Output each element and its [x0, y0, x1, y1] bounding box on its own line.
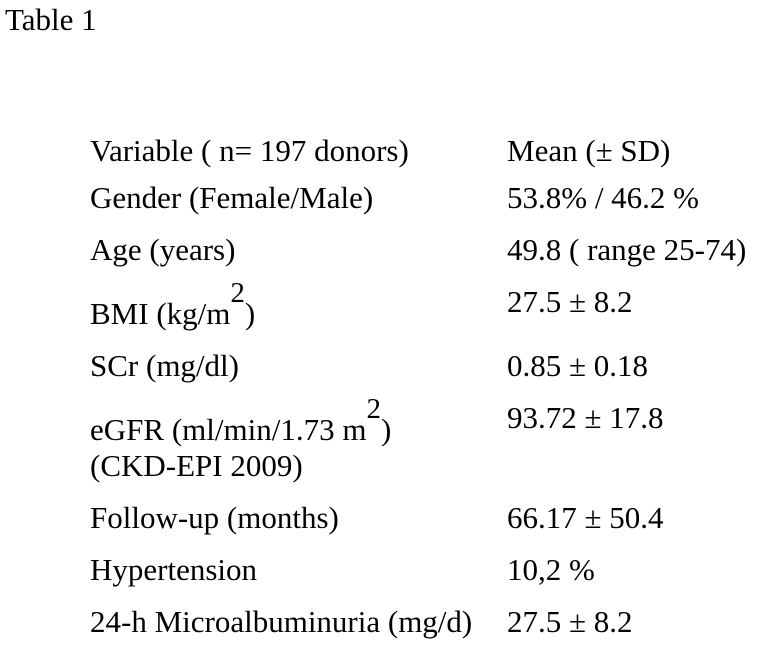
- summary-table: Variable ( n= 197 donors) Mean (± SD) Ge…: [90, 133, 762, 656]
- variable-cell: Age (years): [90, 232, 236, 267]
- value-cell: 27.5 ± 8.2: [507, 284, 633, 319]
- table-row-gender: Gender (Female/Male) 53.8% / 46.2 %: [90, 180, 762, 216]
- table-row-followup: Follow-up (months) 66.17 ± 50.4: [90, 500, 762, 536]
- value-cell: 0.85 ± 0.18: [507, 348, 649, 383]
- value-cell: 27.5 ± 8.2: [507, 604, 633, 639]
- table-row-egfr: eGFR (ml/min/1.73 m2) (CKD-EPI 2009) 93.7…: [90, 394, 762, 484]
- variable-cell: Gender (Female/Male): [90, 180, 374, 215]
- column-header-mean-sd: Mean (± SD): [507, 133, 671, 168]
- variable-second-line: (CKD-EPI 2009): [90, 448, 303, 483]
- table-row-age: Age (years) 49.8 ( range 25-74): [90, 232, 762, 268]
- table-row-scr: SCr (mg/dl) 0.85 ± 0.18: [90, 348, 762, 384]
- table-row-bmi: BMI (kg/m2) 27.5 ± 8.2: [90, 278, 762, 332]
- variable-cell: 24-h Microalbuminuria (mg/d): [90, 604, 473, 639]
- variable-text: eGFR (ml/min/1.73 m: [90, 412, 367, 447]
- variable-cell: Hypertension: [90, 552, 258, 587]
- table-header-row: Variable ( n= 197 donors) Mean (± SD): [90, 133, 762, 169]
- page-title: Table 1: [5, 2, 97, 37]
- variable-text-end: ): [380, 412, 392, 447]
- value-cell: 93.72 ± 17.8: [507, 400, 664, 435]
- superscript-2: 2: [230, 276, 245, 309]
- variable-cell: BMI (kg/m2): [90, 278, 507, 332]
- value-cell: 49.8 ( range 25-74): [507, 232, 747, 267]
- value-cell: 10,2 %: [507, 552, 595, 587]
- variable-cell: eGFR (ml/min/1.73 m2) (CKD-EPI 2009): [90, 394, 507, 484]
- variable-text: BMI (kg/m: [90, 296, 231, 331]
- column-header-variable: Variable ( n= 197 donors): [90, 133, 409, 168]
- value-cell: 66.17 ± 50.4: [507, 500, 664, 535]
- superscript-2: 2: [366, 392, 381, 425]
- table-row-microalbuminuria: 24-h Microalbuminuria (mg/d) 27.5 ± 8.2: [90, 604, 762, 640]
- variable-cell: Follow-up (months): [90, 500, 339, 535]
- variable-cell: SCr (mg/dl): [90, 348, 239, 383]
- table-row-hypertension: Hypertension 10,2 %: [90, 552, 762, 588]
- value-cell: 53.8% / 46.2 %: [507, 180, 700, 215]
- variable-text-end: ): [244, 296, 256, 331]
